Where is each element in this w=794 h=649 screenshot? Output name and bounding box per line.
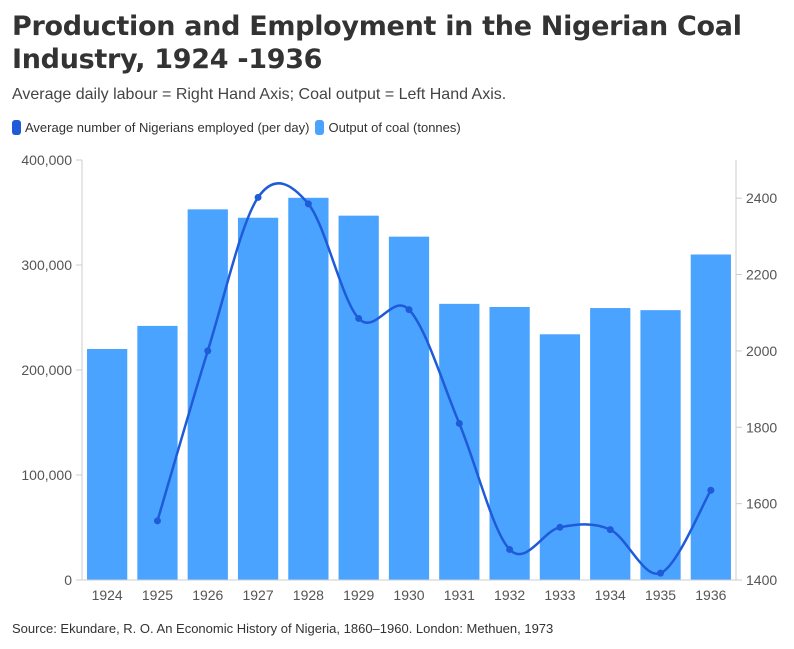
right-axis: 1400 1600 1800 2000 2200 2400 <box>735 160 777 588</box>
point-1936 <box>707 486 715 494</box>
x-axis-tick-label: 1924 <box>92 587 123 603</box>
point-1926 <box>204 347 212 355</box>
point-1928 <box>304 200 312 208</box>
x-axis-tick-label: 1927 <box>242 587 273 603</box>
point-1934 <box>606 526 614 534</box>
x-axis-tick-label: 1932 <box>494 587 525 603</box>
point-1927 <box>254 193 262 201</box>
x-axis-tick-label: 1931 <box>444 587 475 603</box>
legend-item-employment[interactable]: Average number of Nigerians employed (pe… <box>12 120 309 135</box>
right-axis-tick-label: 2000 <box>746 343 777 359</box>
bar-1935 <box>640 310 681 580</box>
point-1930 <box>405 306 413 314</box>
bar-1931 <box>439 303 480 580</box>
legend-swatch-output <box>315 120 325 135</box>
legend: Average number of Nigerians employed (pe… <box>12 120 467 135</box>
bar-1936 <box>690 254 731 580</box>
legend-label-output: Output of coal (tonnes) <box>328 120 461 135</box>
left-axis-tick-label: 200,000 <box>21 362 72 378</box>
left-axis: 0 100,000 200,000 300,000 400,000 <box>21 152 83 588</box>
x-axis-tick-label: 1929 <box>343 587 374 603</box>
x-axis-tick-label: 1928 <box>293 587 324 603</box>
x-axis-tick-label: 1934 <box>595 587 626 603</box>
bar-1932 <box>489 307 530 580</box>
point-1932 <box>506 545 514 553</box>
bar-1930 <box>388 236 430 580</box>
point-1933 <box>556 523 564 531</box>
bar-1933 <box>539 334 581 580</box>
line-series-employment <box>153 182 715 577</box>
point-1929 <box>355 314 363 322</box>
bar-1928 <box>288 197 329 581</box>
left-axis-tick-label: 300,000 <box>21 257 72 273</box>
bar-1925 <box>137 325 178 580</box>
point-1925 <box>153 517 161 525</box>
x-axis-tick-label: 1933 <box>544 587 575 603</box>
bar-1924 <box>87 349 128 580</box>
x-axis: 1924 1925 1926 1927 1928 1929 1930 1931 1932 1933… <box>82 579 736 603</box>
left-axis-tick-label: 100,000 <box>21 467 72 483</box>
x-axis-tick-label: 1936 <box>695 587 726 603</box>
bar-1929 <box>338 215 379 580</box>
point-1931 <box>455 419 463 427</box>
right-axis-tick-label: 1600 <box>746 496 777 512</box>
x-axis-tick-label: 1926 <box>192 587 223 603</box>
legend-label-employment: Average number of Nigerians employed (pe… <box>25 120 310 135</box>
bar-series-output <box>87 197 731 581</box>
legend-item-output[interactable]: Output of coal (tonnes) <box>315 120 461 135</box>
legend-swatch-employment <box>12 120 21 135</box>
right-axis-tick-label: 1800 <box>746 419 777 435</box>
left-axis-tick-label: 400,000 <box>21 152 72 168</box>
right-axis-tick-label: 1400 <box>746 572 777 588</box>
source-note: Source: Ekundare, R. O. An Economic Hist… <box>12 621 554 636</box>
bar-1934 <box>590 308 631 580</box>
chart-title: Production and Employment in the Nigeria… <box>12 11 742 75</box>
point-1935 <box>657 569 665 577</box>
chart-subtitle: Average daily labour = Right Hand Axis; … <box>12 86 507 103</box>
bar-1927 <box>237 217 279 580</box>
x-axis-tick-label: 1935 <box>645 587 676 603</box>
x-axis-tick-label: 1930 <box>393 587 424 603</box>
right-axis-tick-label: 2400 <box>746 190 777 206</box>
left-axis-tick-label: 0 <box>64 572 72 588</box>
right-axis-tick-label: 2200 <box>746 267 777 283</box>
x-axis-tick-label: 1925 <box>142 587 173 603</box>
